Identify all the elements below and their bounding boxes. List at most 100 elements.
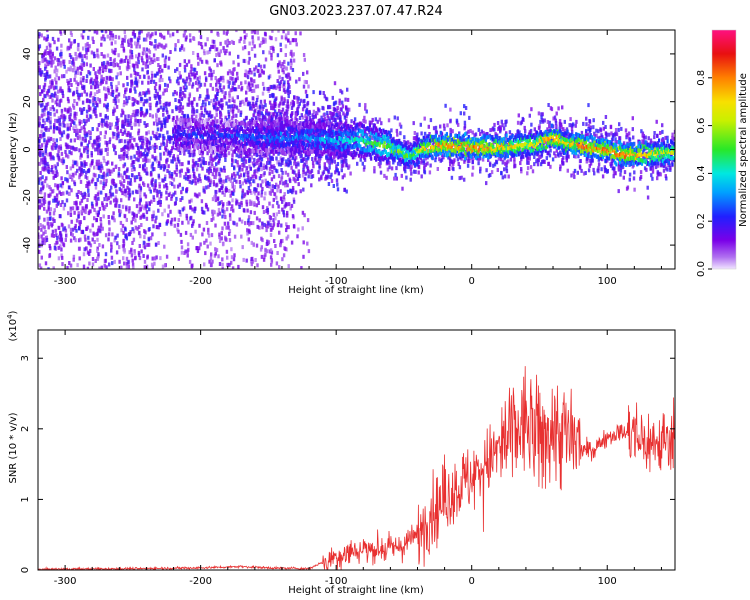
spectrogram-cell [73, 121, 76, 126]
spectrogram-cell [60, 192, 63, 196]
spectrogram-cell [100, 74, 103, 79]
spectrogram-cell [187, 160, 190, 165]
spectrogram-cell [143, 121, 146, 126]
spectrogram-cell [500, 139, 503, 144]
spectrogram-cell [167, 193, 171, 197]
spectrogram-cell [126, 75, 129, 80]
spectrogram-cell [94, 259, 97, 263]
spectrogram-cell [306, 147, 310, 152]
spectrogram-cell [151, 177, 154, 182]
spectrogram-cell [99, 131, 102, 136]
spectrogram-cell [226, 137, 229, 142]
spectrogram-cell [231, 204, 234, 209]
spectrogram-cell [157, 173, 160, 178]
spectrogram-cell [204, 251, 207, 256]
spectrogram-cell [167, 164, 170, 169]
spectrogram-cell [158, 84, 162, 89]
spectrogram-cell [201, 103, 204, 108]
spectrogram-cell [200, 110, 204, 115]
spectrogram-cell [213, 195, 216, 200]
spectrogram-cell [252, 30, 255, 33]
spectrogram-cell [82, 63, 85, 67]
spectrogram-cell [153, 256, 157, 261]
spectrogram-cell [245, 97, 248, 102]
spectrogram-cell [272, 46, 275, 51]
spectrogram-cell [152, 224, 155, 229]
spectrogram-cell [95, 137, 99, 142]
spectrogram-cell [43, 73, 46, 77]
spectrogram-cell [264, 164, 268, 169]
spectrogram-cell [211, 259, 214, 264]
spectrogram-cell [282, 70, 285, 75]
spectrogram-cell [237, 54, 240, 59]
spectrogram-cell [231, 71, 235, 76]
spectrogram-cell [252, 179, 255, 184]
spectrogram-cell [230, 87, 233, 92]
spectrogram-cell [64, 142, 68, 147]
spectrogram-cell [95, 30, 99, 35]
spectrogram-cell [623, 170, 627, 175]
spectrogram-cell [277, 30, 280, 33]
spectrogram-cell [186, 113, 189, 118]
spectrogram-cell [123, 162, 127, 167]
spectrogram-cell [178, 182, 181, 187]
spectrogram-cell [77, 211, 80, 216]
spectrogram-cell [86, 266, 90, 269]
spectrogram-cell [268, 182, 271, 187]
spectrogram-cell [97, 54, 100, 59]
spectrogram-cell [473, 133, 476, 138]
spectrogram-cell [237, 25, 239, 29]
spectrogram-cell [127, 260, 130, 265]
spectrogram-cell [125, 145, 128, 150]
spectrogram-cell [65, 153, 68, 158]
spectrogram-cell [94, 147, 97, 152]
spectrogram-cell [207, 175, 210, 180]
spectrogram-cell [272, 119, 275, 124]
spectrogram-cell [230, 260, 233, 265]
spectrogram-cell [123, 128, 127, 133]
spectrogram-cell [192, 51, 195, 55]
spectrogram-cell [245, 166, 248, 171]
spectrogram-cell [47, 118, 50, 123]
spectrogram-cell [480, 129, 483, 134]
spectrogram-cell [113, 147, 116, 152]
spectrogram-cell [304, 89, 308, 94]
spectrogram-cell [233, 99, 236, 104]
spectrogram-cell [280, 223, 283, 228]
spectrogram-cell [86, 182, 90, 186]
spectrogram-cell [122, 164, 125, 169]
spectrogram-cell [215, 152, 219, 157]
spectrogram-cell [157, 136, 160, 140]
spectrogram-cell [245, 115, 248, 120]
spectrogram-cell [123, 30, 126, 35]
spectrogram-cell [113, 132, 116, 137]
spectrogram-cell [51, 189, 54, 194]
spectrogram-cell [97, 254, 100, 259]
spectrogram-cell [203, 106, 207, 111]
spectrogram-cell [166, 151, 170, 156]
spectrogram-cell [97, 196, 100, 201]
spectrogram-cell [194, 206, 197, 211]
spectrogram-cell [517, 113, 520, 118]
spectrogram-cell [220, 200, 223, 204]
spectrogram-cell [282, 64, 286, 69]
spectrogram-cell [136, 119, 140, 124]
spectrogram-cell [274, 145, 277, 150]
spectrogram-cell [40, 70, 44, 75]
spectrogram-cell [176, 227, 179, 232]
spectrogram-cell [278, 265, 281, 269]
spectrogram-cell [458, 131, 461, 136]
spectrogram-cell [181, 196, 184, 201]
spectrogram-cell [149, 172, 153, 177]
spectrogram-cell [115, 116, 119, 121]
spectrogram-cell [345, 159, 348, 163]
spectrogram-cell [227, 151, 231, 156]
spectrogram-cell [285, 162, 289, 167]
spectrogram-cell [83, 131, 86, 136]
spectrogram-cell [297, 104, 300, 109]
spectrogram-cell [546, 120, 550, 124]
spectrogram-cell [256, 105, 259, 110]
spectrogram-cell [151, 130, 155, 135]
spectrogram-cell [128, 188, 131, 193]
spectrogram-cell [114, 197, 118, 202]
